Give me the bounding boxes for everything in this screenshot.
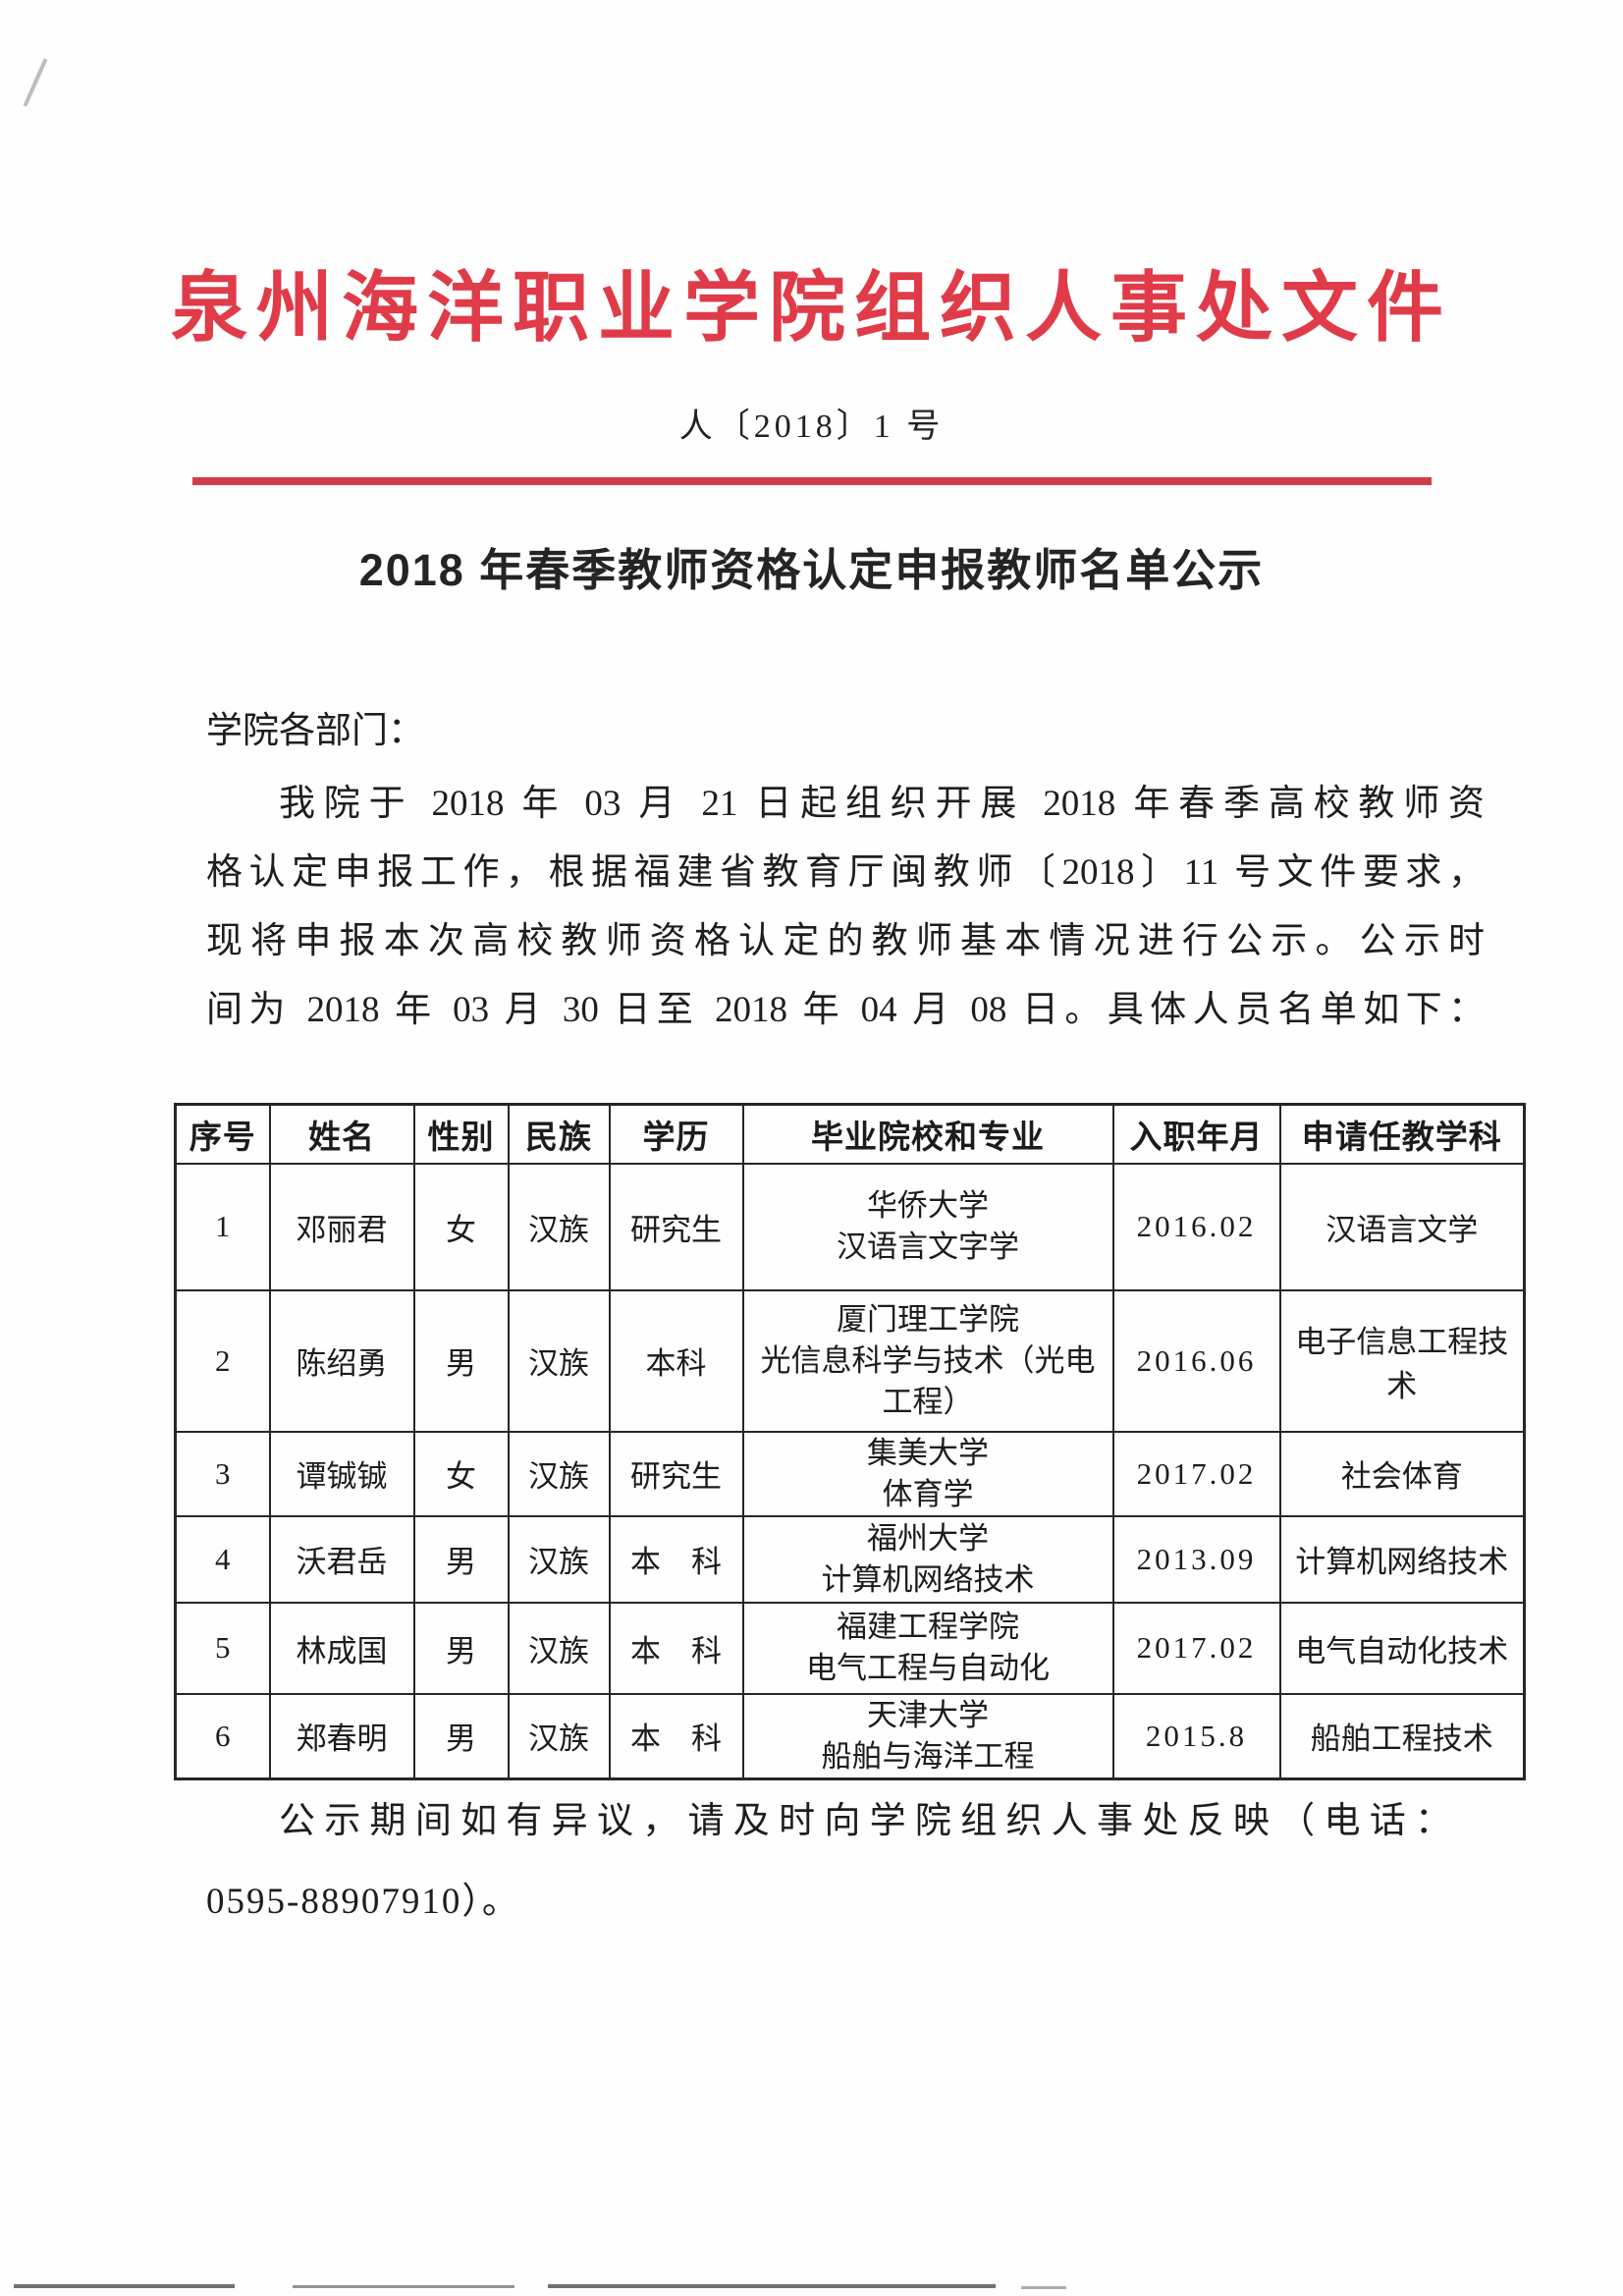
col-header-education: 学历 [608, 1103, 744, 1165]
major-name: 计算机网络技术 [821, 1561, 1035, 1597]
cell-seq: 4 [174, 1514, 271, 1604]
cell-gender: 男 [412, 1288, 510, 1433]
cell-gender: 男 [412, 1601, 510, 1695]
cell-education: 研究生 [608, 1162, 744, 1291]
cell-start-date: 2013.09 [1111, 1514, 1281, 1604]
red-divider-rule [192, 477, 1432, 485]
salutation-line: 学院各部门： [206, 711, 424, 751]
col-header-seq: 序号 [174, 1103, 271, 1165]
cell-school-major: 集美大学 体育学 [741, 1430, 1114, 1517]
cell-education: 本 科 [608, 1692, 744, 1779]
document-title: 2018 年春季教师资格认定申报教师名单公示 [358, 545, 1265, 595]
body-line-3: 现将申报本次高校教师资格认定的教师基本情况进行公示。公示时 [206, 921, 1485, 961]
cell-education: 本 科 [608, 1601, 744, 1695]
col-header-school-major: 毕业院校和专业 [741, 1103, 1114, 1165]
cell-subject: 社会体育 [1278, 1430, 1526, 1517]
major-name: 汉语言文字学 [837, 1230, 1019, 1264]
cell-name: 郑春明 [268, 1692, 415, 1779]
cell-school-major: 厦门理工学院 光信息科学与技术（光电工程） [741, 1288, 1114, 1433]
closing-line-phone: 0595-88907910）。 [206, 1882, 520, 1922]
table-row-3: 3 谭铖铖 女 汉族 研究生 集美大学 体育学 2017.02 社会体育 [174, 1430, 1526, 1517]
body-line-1: 我院于 2018 年 03 月 21 日起组织开展 2018 年春季高校教师资 [279, 784, 1485, 824]
cell-name: 邓丽君 [268, 1162, 415, 1291]
body-line-4: 间为 2018 年 03 月 30 日至 2018 年 04 月 08 日。具体… [206, 990, 1485, 1030]
cell-name: 谭铖铖 [268, 1430, 415, 1517]
cell-seq: 5 [174, 1601, 271, 1695]
cell-start-date: 2016.06 [1111, 1288, 1281, 1433]
cell-ethnicity: 汉族 [507, 1601, 611, 1695]
scan-artifact-bottom [293, 2285, 514, 2288]
table-row-4: 4 沃君岳 男 汉族 本 科 福州大学 计算机网络技术 2013.09 计算机网… [174, 1514, 1526, 1604]
cell-school-major: 福州大学 计算机网络技术 [741, 1514, 1114, 1604]
cell-name: 林成国 [268, 1601, 415, 1695]
closing-paragraph: 公示期间如有异议，请及时向学院组织人事处反映（电话： 0595-88907910… [206, 1787, 1451, 1937]
cell-gender: 男 [412, 1514, 510, 1604]
masthead-title: 泉州海洋职业学院组织人事处文件 [170, 264, 1452, 351]
cell-school-major: 华侨大学 汉语言文字学 [741, 1162, 1114, 1291]
cell-gender: 女 [412, 1162, 510, 1291]
cell-start-date: 2017.02 [1111, 1430, 1281, 1517]
major-name: 光信息科学与技术（光电工程） [760, 1342, 1096, 1419]
school-name: 天津大学 [867, 1697, 989, 1732]
cell-school-major: 天津大学 船舶与海洋工程 [741, 1692, 1114, 1779]
table-header-row: 序号 姓名 性别 民族 学历 毕业院校和专业 入职年月 申请任教学科 [174, 1103, 1526, 1165]
cell-school-major: 福建工程学院 电气工程与自动化 [741, 1601, 1114, 1695]
cell-subject: 电子信息工程技术 [1278, 1288, 1526, 1433]
cell-start-date: 2016.02 [1111, 1162, 1281, 1291]
cell-ethnicity: 汉族 [507, 1692, 611, 1779]
col-header-subject: 申请任教学科 [1278, 1103, 1526, 1165]
major-name: 船舶与海洋工程 [821, 1738, 1035, 1774]
school-name: 华侨大学 [867, 1188, 989, 1223]
school-name: 集美大学 [867, 1435, 989, 1470]
teacher-roster-table: 序号 姓名 性别 民族 学历 毕业院校和专业 入职年月 申请任教学科 1 邓丽君… [174, 1103, 1526, 1780]
closing-line-1: 公示期间如有异议，请及时向学院组织人事处反映（电话： [279, 1801, 1451, 1841]
cell-name: 沃君岳 [268, 1514, 415, 1604]
cell-start-date: 2017.02 [1111, 1601, 1281, 1695]
school-name: 厦门理工学院 [837, 1301, 1019, 1337]
cell-seq: 1 [174, 1162, 271, 1291]
cell-education: 本 科 [608, 1514, 744, 1604]
school-name: 福州大学 [867, 1520, 989, 1556]
col-header-ethnicity: 民族 [507, 1103, 611, 1165]
body-line-2: 格认定申报工作，根据福建省教育厅闽教师〔2018〕11 号文件要求， [206, 852, 1485, 893]
cell-education: 本科 [608, 1288, 744, 1433]
cell-subject: 计算机网络技术 [1278, 1514, 1526, 1604]
school-name: 福建工程学院 [837, 1610, 1019, 1644]
cell-ethnicity: 汉族 [507, 1162, 611, 1291]
cell-subject: 电气自动化技术 [1278, 1601, 1526, 1695]
col-header-start-date: 入职年月 [1111, 1103, 1281, 1165]
col-header-name: 姓名 [268, 1103, 415, 1165]
scan-artifact-bottom [1021, 2286, 1066, 2289]
table-row-1: 1 邓丽君 女 汉族 研究生 华侨大学 汉语言文字学 2016.02 汉语言文学 [174, 1162, 1526, 1291]
scan-scratch-mark [23, 58, 48, 107]
cell-name: 陈绍勇 [268, 1288, 415, 1433]
cell-seq: 6 [174, 1692, 271, 1779]
cell-start-date: 2015.8 [1111, 1692, 1281, 1779]
major-name: 体育学 [882, 1476, 974, 1511]
cell-ethnicity: 汉族 [507, 1430, 611, 1517]
cell-seq: 2 [174, 1288, 271, 1433]
table-row-2: 2 陈绍勇 男 汉族 本科 厦门理工学院 光信息科学与技术（光电工程） 2016… [174, 1288, 1526, 1433]
cell-subject: 船舶工程技术 [1278, 1692, 1526, 1779]
cell-ethnicity: 汉族 [507, 1514, 611, 1604]
cell-subject: 汉语言文学 [1278, 1162, 1526, 1291]
cell-gender: 女 [412, 1430, 510, 1517]
table-row-6: 6 郑春明 男 汉族 本 科 天津大学 船舶与海洋工程 2015.8 船舶工程技… [174, 1692, 1526, 1779]
major-name: 电气工程与自动化 [806, 1651, 1050, 1685]
cell-gender: 男 [412, 1692, 510, 1779]
scan-artifact-bottom [548, 2284, 996, 2288]
document-number: 人〔2018〕1 号 [678, 409, 945, 445]
cell-ethnicity: 汉族 [507, 1288, 611, 1433]
scan-artifact-bottom [14, 2284, 235, 2288]
table-row-5: 5 林成国 男 汉族 本 科 福建工程学院 电气工程与自动化 2017.02 电… [174, 1601, 1526, 1695]
col-header-gender: 性别 [412, 1103, 510, 1165]
body-paragraph: 我院于 2018 年 03 月 21 日起组织开展 2018 年春季高校教师资 … [206, 770, 1485, 1045]
cell-seq: 3 [174, 1430, 271, 1517]
cell-education: 研究生 [608, 1430, 744, 1517]
